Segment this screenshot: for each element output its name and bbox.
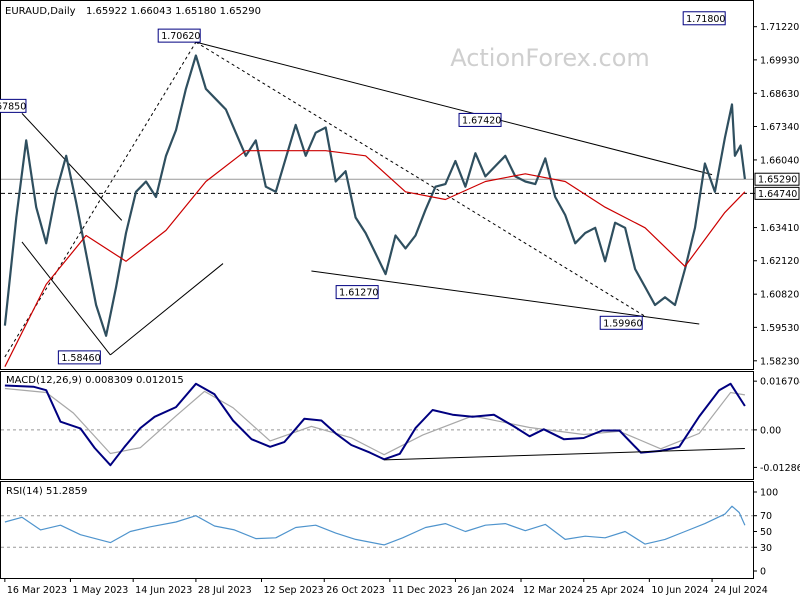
annotation-label-6: 1.71800 [686, 14, 725, 25]
y-tick-label-6: 1.63410 [760, 223, 799, 234]
main-plot: 1.71220 1.69930 1.68630 1.67340 1.66040 1.647… [0, 11, 800, 367]
rsi-y-tick-label-0: 100 [760, 488, 778, 499]
x-tick-label-5: 26 Oct 2023 [326, 585, 385, 596]
rsi-y-tick-label-4: 0 [760, 567, 766, 578]
annotation-box-5 [599, 315, 643, 330]
macd-panel-frame [0, 371, 754, 480]
macd-label: MACD(12,26,9) 0.008309 0.012015 [6, 375, 184, 386]
x-tick-label-3: 28 Jul 2023 [198, 585, 252, 596]
y-tick-label-2: 1.68630 [760, 89, 799, 100]
y-tick-label-7: 1.62120 [760, 256, 799, 267]
x-tick-label-10: 10 Jun 2024 [651, 585, 708, 596]
macd-plot: 0.016704 0.00 -0.012869 [1, 377, 800, 474]
y-tick-label-1: 1.69930 [760, 55, 799, 66]
annotation-label-1: 1.67850 [0, 101, 26, 112]
trendline-0 [195, 41, 713, 176]
chart-ohlc: 1.65922 1.66043 1.65180 1.65290 [86, 6, 261, 17]
trendline-2 [195, 41, 646, 317]
chart-symbol: EURAUD,Daily [5, 6, 76, 17]
rsi-label: RSI(14) 51.2859 [6, 486, 87, 497]
x-tick-label-9: 25 Apr 2024 [586, 585, 645, 596]
trendline-5 [21, 241, 111, 356]
x-tick-label-4: 12 Sep 2023 [264, 585, 324, 596]
annotation-label-0: 1.70620 [161, 31, 200, 42]
trendline-6 [110, 263, 224, 356]
rsi-line [4, 505, 746, 546]
rsi-panel-frame [0, 481, 754, 579]
price-tag-box-0 [754, 172, 800, 186]
x-axis: 16 Mar 2023 1 May 2023 14 Jun 2023 28 Jul 2… [4, 578, 768, 596]
x-tick-label-1: 1 May 2023 [72, 585, 128, 596]
x-tick-label-8: 12 Mar 2024 [523, 585, 583, 596]
trendline-1 [311, 270, 700, 325]
x-tick-label-0: 16 Mar 2023 [7, 585, 67, 596]
annotation-label-4: 1.67420 [462, 115, 501, 126]
macd-y-tick-label-1: 0.00 [760, 425, 781, 436]
annotation-box-2 [57, 350, 101, 365]
annotation-label-5: 1.59960 [603, 318, 642, 329]
annotation-box-1 [0, 98, 27, 113]
rsi-plot: 100 70 50 30 0 [1, 488, 778, 578]
rsi-y-tick-label-3: 30 [760, 543, 772, 554]
annotation-box-6 [682, 11, 726, 26]
x-tick-label-7: 26 Jan 2024 [457, 585, 514, 596]
rsi-y-tick-label-1: 70 [760, 511, 772, 522]
price-tag-label-0: 1.65290 [758, 175, 797, 186]
y-tick-label-9: 1.59530 [760, 323, 799, 334]
macd-y-tick-label-2: -0.012869 [760, 463, 800, 474]
price-series-line [3, 54, 746, 337]
macd-y-tick-label-0: 0.016704 [760, 377, 800, 388]
annotation-box-3 [335, 285, 379, 300]
y-tick-label-3: 1.67340 [760, 122, 799, 133]
macd-trendline [384, 448, 745, 461]
price-tag-label-1: 1.64740 [758, 189, 797, 200]
trendline-4 [21, 113, 123, 221]
main-panel-frame [0, 0, 754, 370]
macd-line [4, 382, 746, 467]
y-tick-label-8: 1.60820 [760, 290, 799, 301]
rsi-y-tick-label-2: 50 [760, 527, 772, 538]
annotation-label-3: 1.61270 [339, 288, 378, 299]
watermark: ActionForex.com [450, 44, 650, 72]
price-tag-box-1 [754, 186, 800, 200]
x-tick-label-11: 24 Jul 2024 [714, 585, 768, 596]
moving-average-line [4, 150, 746, 367]
annotation-box-0 [157, 28, 201, 43]
x-tick-label-6: 11 Dec 2023 [392, 585, 453, 596]
annotation-box-4 [458, 112, 502, 127]
annotation-label-2: 1.58460 [61, 353, 100, 364]
y-tick-label-10: 1.58230 [760, 356, 799, 367]
y-tick-label-4: 1.66040 [760, 155, 799, 166]
x-tick-label-2: 14 Jun 2023 [135, 585, 192, 596]
y-tick-label-0: 1.71220 [760, 22, 799, 33]
